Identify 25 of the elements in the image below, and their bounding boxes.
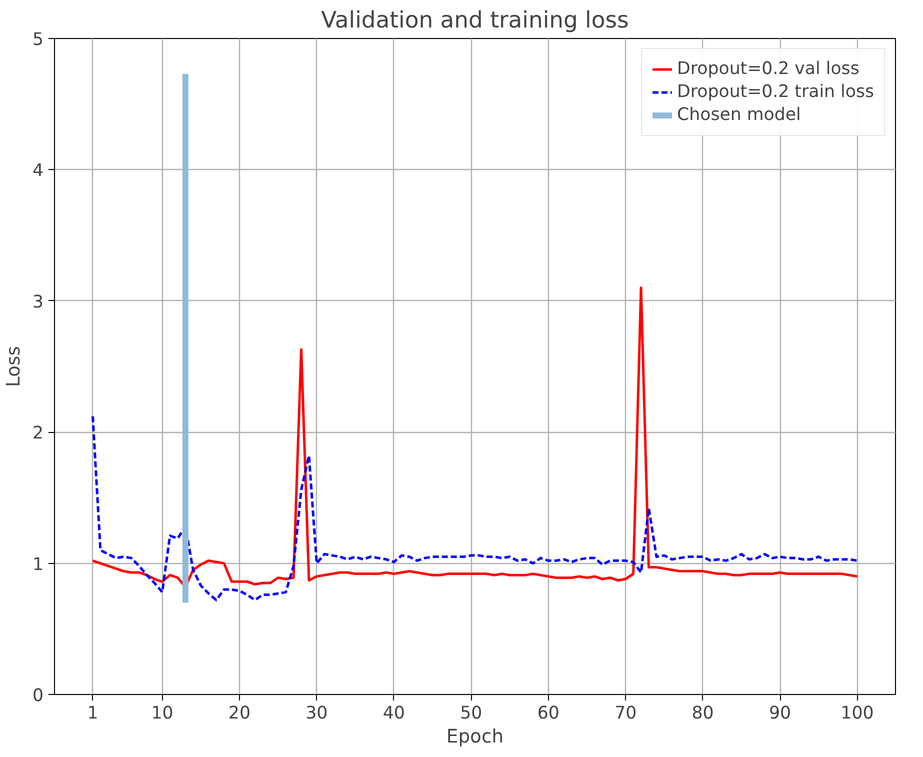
x-tick-label: 30 [306,704,328,724]
y-tick-label: 2 [32,424,44,444]
y-axis-title: Loss [3,346,24,387]
x-tick-label: 1 [87,704,98,724]
x-tick-label: 80 [692,704,714,724]
legend-label: Dropout=0.2 val loss [677,59,860,79]
x-tick-label: 20 [228,704,250,724]
x-tick-label: 40 [382,704,405,724]
y-tick-label: 5 [32,30,44,50]
legend-label: Dropout=0.2 train loss [677,82,874,102]
x-tick-label: 90 [769,704,792,724]
y-tick-label: 0 [32,686,44,706]
y-tick-label: 1 [32,554,44,575]
x-axis-title: Epoch [446,726,504,748]
x-tick-label: 70 [614,704,637,724]
y-tick-label: 4 [32,161,44,182]
legend-label: Chosen model [677,105,801,125]
x-tick-label: 50 [460,704,482,724]
line-series [91,286,859,588]
x-tick-label: 60 [537,704,560,724]
x-tick-label: 100 [840,704,874,724]
line-series [91,415,859,602]
y-tick-label: 3 [32,292,44,312]
chart-title: Validation and training loss [321,8,629,34]
x-tick-label: 10 [151,704,174,724]
